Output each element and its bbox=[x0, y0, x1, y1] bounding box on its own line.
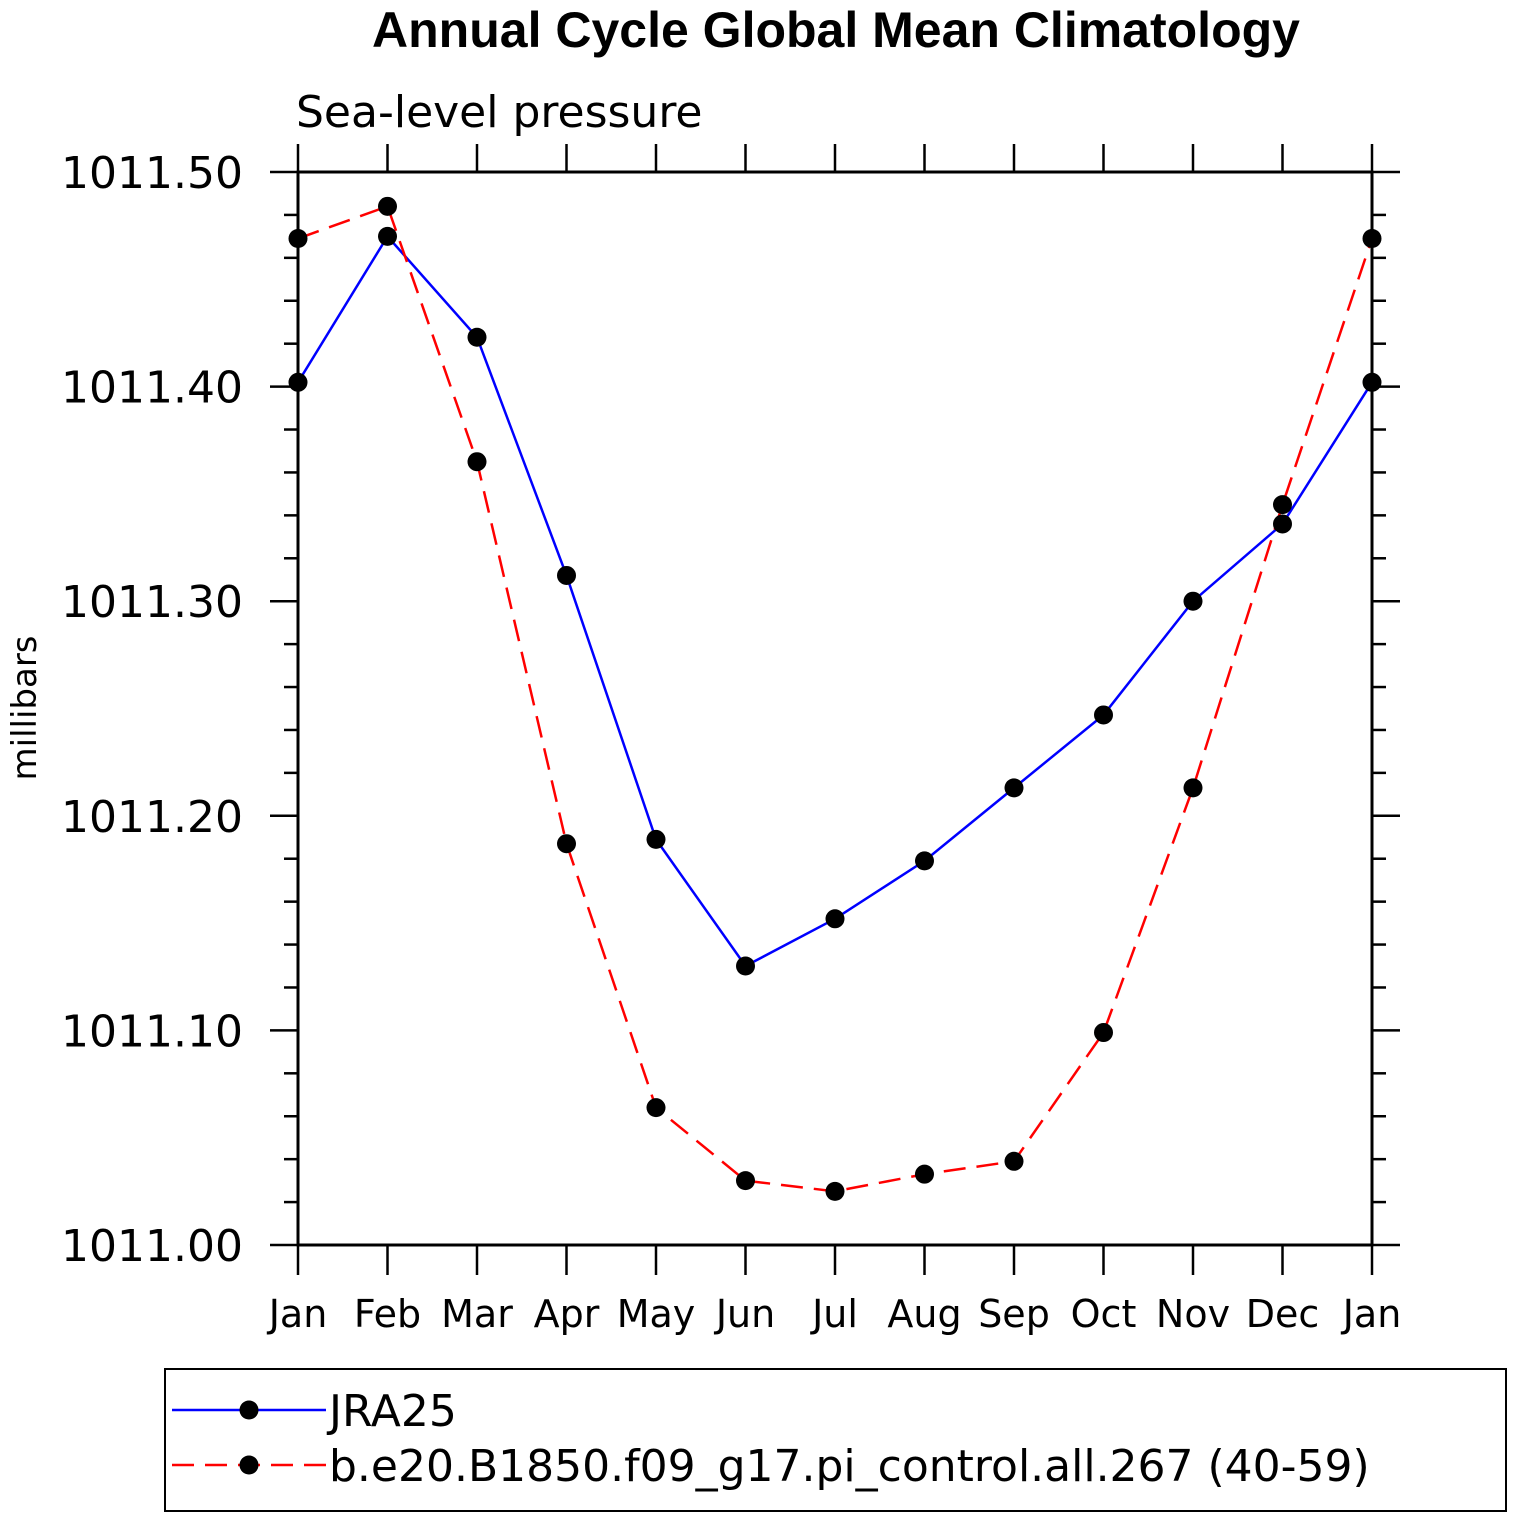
series-0-point bbox=[288, 372, 308, 392]
x-tick-label: Jan bbox=[267, 1292, 328, 1336]
series-1-point bbox=[557, 834, 576, 854]
series-1-point bbox=[1183, 778, 1203, 798]
x-tick-label: Oct bbox=[1071, 1292, 1137, 1336]
y-tick-label: 1011.50 bbox=[61, 148, 243, 199]
chart-title: Annual Cycle Global Mean Climatology bbox=[372, 2, 1300, 58]
y-tick-label: 1011.00 bbox=[61, 1221, 243, 1272]
legend-box bbox=[164, 1368, 1507, 1512]
x-tick-label: Jan bbox=[1341, 1292, 1402, 1336]
y-tick-label: 1011.20 bbox=[61, 792, 243, 843]
legend-marker-0 bbox=[239, 1400, 259, 1420]
series-1-point bbox=[646, 1098, 666, 1118]
series-0-point bbox=[915, 851, 934, 871]
chart-subtitle: Sea-level pressure bbox=[296, 87, 703, 138]
x-tick-label: Sep bbox=[978, 1292, 1050, 1336]
legend-marker-1 bbox=[239, 1455, 259, 1475]
series-1-point bbox=[915, 1164, 934, 1184]
legend-label-1: b.e20.B1850.f09_g17.pi_control.all.267 (… bbox=[329, 1441, 1370, 1492]
plot-frame bbox=[296, 170, 1374, 1247]
y-axis-label: millibars bbox=[5, 635, 45, 780]
x-tick-label: Dec bbox=[1246, 1292, 1320, 1336]
series-1-point bbox=[1362, 229, 1382, 249]
series-0-point bbox=[1094, 705, 1113, 725]
series-0-point bbox=[1273, 514, 1292, 534]
series-1-point bbox=[378, 196, 397, 216]
legend: JRA25b.e20.B1850.f09_g17.pi_control.all.… bbox=[164, 1368, 1507, 1512]
series-1-point bbox=[1094, 1023, 1113, 1043]
series-0-point bbox=[736, 956, 755, 976]
y-tick-label: 1011.10 bbox=[61, 1006, 243, 1057]
series-1-point bbox=[1273, 495, 1292, 515]
series-layer bbox=[288, 196, 1382, 1201]
series-1-point bbox=[288, 229, 308, 249]
y-tick-label: 1011.40 bbox=[61, 363, 243, 414]
series-0-point bbox=[1004, 778, 1024, 798]
legend-label-0: JRA25 bbox=[326, 1386, 457, 1437]
x-tick-label: Mar bbox=[441, 1292, 513, 1336]
x-tick-label: Feb bbox=[354, 1292, 421, 1336]
series-0-point bbox=[378, 226, 397, 246]
series-line-1 bbox=[297, 204, 1374, 1193]
series-0-point bbox=[1362, 372, 1382, 392]
x-tick-label: Aug bbox=[887, 1292, 961, 1336]
x-tick-label: May bbox=[617, 1292, 696, 1336]
series-1-point bbox=[1004, 1151, 1024, 1171]
series-1-point bbox=[467, 452, 487, 472]
x-tick-label: Nov bbox=[1156, 1292, 1230, 1336]
series-0-point bbox=[557, 565, 576, 585]
series-line-0 bbox=[296, 234, 1374, 968]
series-1-point bbox=[736, 1171, 755, 1191]
series-0-point bbox=[646, 829, 666, 849]
x-tick-label: Apr bbox=[534, 1292, 600, 1336]
x-tick-label: Jul bbox=[810, 1292, 858, 1336]
x-tick-label: Jun bbox=[714, 1292, 775, 1336]
series-0-point bbox=[1183, 591, 1203, 611]
series-0-point bbox=[467, 327, 487, 347]
series-1-point bbox=[825, 1181, 845, 1201]
y-tick-label: 1011.30 bbox=[61, 577, 243, 628]
axis-ticks bbox=[270, 144, 1400, 1275]
series-0-point bbox=[825, 909, 845, 929]
axis-tick-labels: 1011.00 1011.10 1011.20 1011.30 1011.40 1011.… bbox=[61, 148, 1401, 1336]
